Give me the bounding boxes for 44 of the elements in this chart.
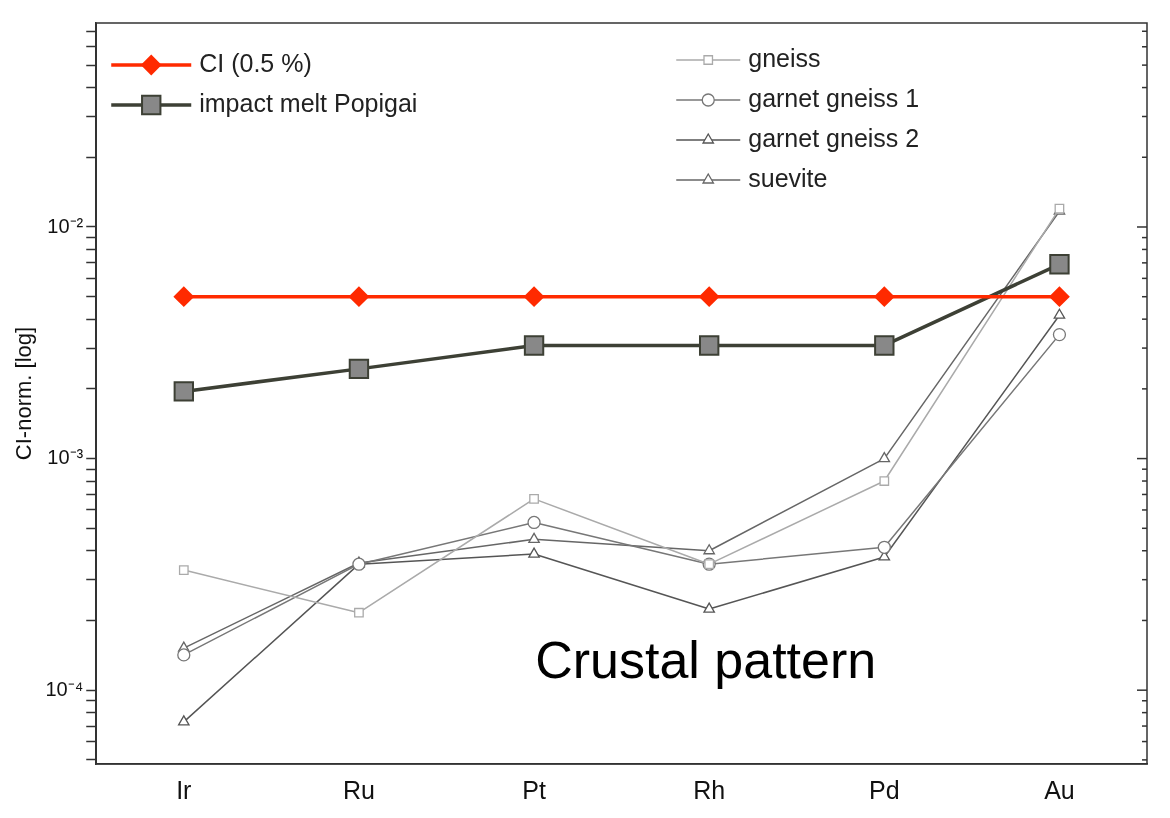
point xyxy=(524,286,545,307)
point xyxy=(699,286,720,307)
legend-label: CI (0.5 %) xyxy=(199,48,312,77)
legend-label: suevite xyxy=(748,163,828,192)
x-tick-label: Ir xyxy=(176,775,192,804)
x-tick-label: Pd xyxy=(869,775,900,804)
point xyxy=(1049,254,1070,275)
legend-label: gneiss xyxy=(748,43,821,72)
point xyxy=(878,451,891,463)
point xyxy=(703,544,716,555)
point xyxy=(703,602,716,613)
point xyxy=(173,381,194,402)
point xyxy=(177,648,191,662)
annotation: Crustal pattern xyxy=(535,631,877,690)
point xyxy=(877,540,891,554)
point xyxy=(1053,308,1066,319)
point xyxy=(874,335,895,356)
point xyxy=(879,476,890,486)
legend-label: garnet gneiss 1 xyxy=(748,83,920,112)
point xyxy=(1049,286,1070,307)
point xyxy=(527,515,541,530)
y-tick-label: 10⁻⁴ xyxy=(45,677,84,700)
x-tick-label: Ru xyxy=(342,775,375,804)
point xyxy=(348,358,370,380)
point xyxy=(874,286,895,307)
point xyxy=(348,286,369,307)
point xyxy=(698,335,720,356)
y-tick-label: 10⁻³ xyxy=(47,446,84,469)
point xyxy=(529,493,539,504)
y-axis-title: CI-norm. [log] xyxy=(11,326,37,461)
point xyxy=(528,547,540,558)
point xyxy=(528,532,540,543)
point xyxy=(178,565,189,575)
legend-label: garnet gneiss 2 xyxy=(748,123,920,152)
point xyxy=(173,286,194,307)
legend-label: impact melt Popigai xyxy=(199,88,418,117)
x-tick-label: Au xyxy=(1044,775,1075,804)
x-tick-label: Pt xyxy=(522,775,546,804)
point xyxy=(354,607,364,618)
point xyxy=(523,335,545,356)
point xyxy=(1052,327,1067,342)
point xyxy=(177,715,190,726)
x-tick-label: Rh xyxy=(693,775,726,804)
y-tick-label: 10⁻² xyxy=(47,214,84,237)
